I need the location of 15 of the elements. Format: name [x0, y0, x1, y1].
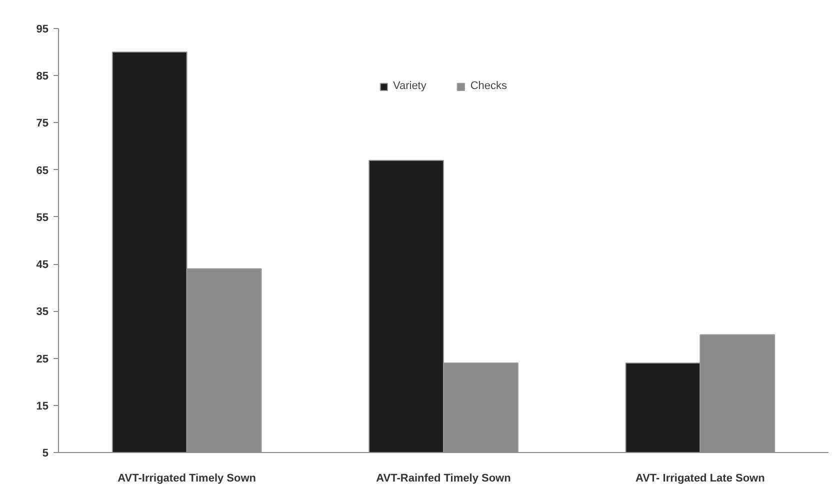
y-tick-label: 65: [36, 164, 49, 177]
y-tick-label: 85: [36, 70, 49, 83]
legend-label: Variety: [392, 80, 426, 92]
x-tick-label: AVT-Irrigated Timely Sown: [118, 472, 256, 484]
y-tick-label: 45: [36, 259, 49, 272]
y-tick-label: 5: [42, 448, 49, 460]
y-tick-label: 55: [36, 212, 49, 224]
y-tick-label: 95: [36, 24, 49, 36]
x-tick-label: AVT-Rainfed Timely Sown: [376, 472, 512, 484]
x-tick-label: AVT- Irrigated Late Sown: [635, 472, 766, 484]
y-tick-label: 75: [36, 118, 49, 130]
y-tick-label: 25: [36, 353, 49, 366]
y-tick-label: 15: [36, 400, 49, 412]
y-tick-label: 35: [36, 306, 49, 318]
legend-label: Checks: [470, 80, 508, 92]
